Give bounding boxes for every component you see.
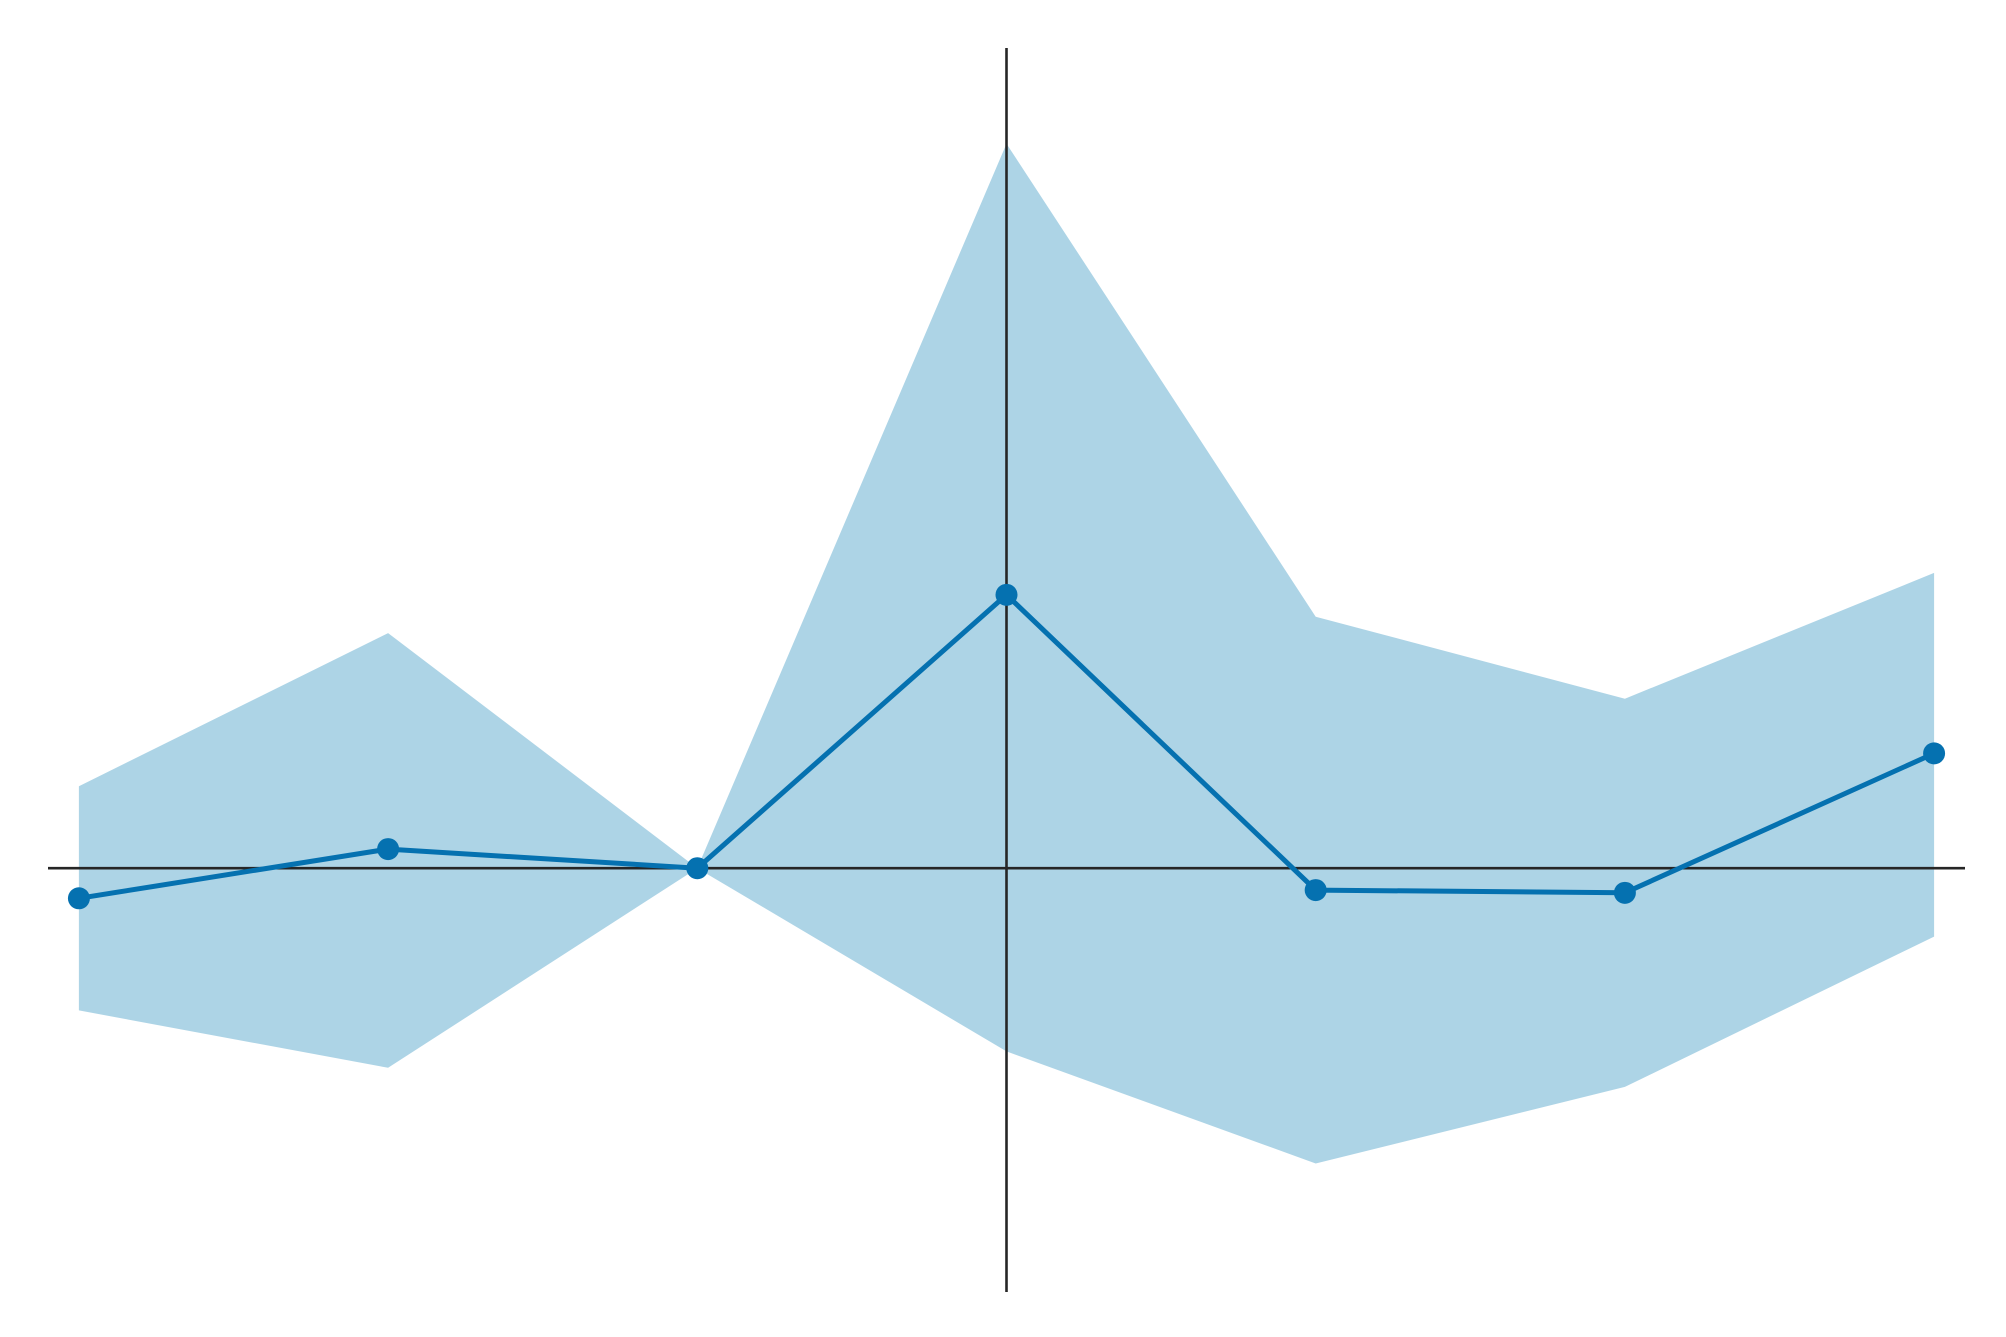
data-points xyxy=(67,583,1946,910)
data-point xyxy=(377,838,400,861)
data-point xyxy=(1923,742,1946,765)
data-point xyxy=(1613,881,1636,904)
data-point xyxy=(1304,879,1327,902)
data-point xyxy=(995,583,1018,606)
data-point xyxy=(686,857,709,880)
data-point xyxy=(67,887,90,910)
